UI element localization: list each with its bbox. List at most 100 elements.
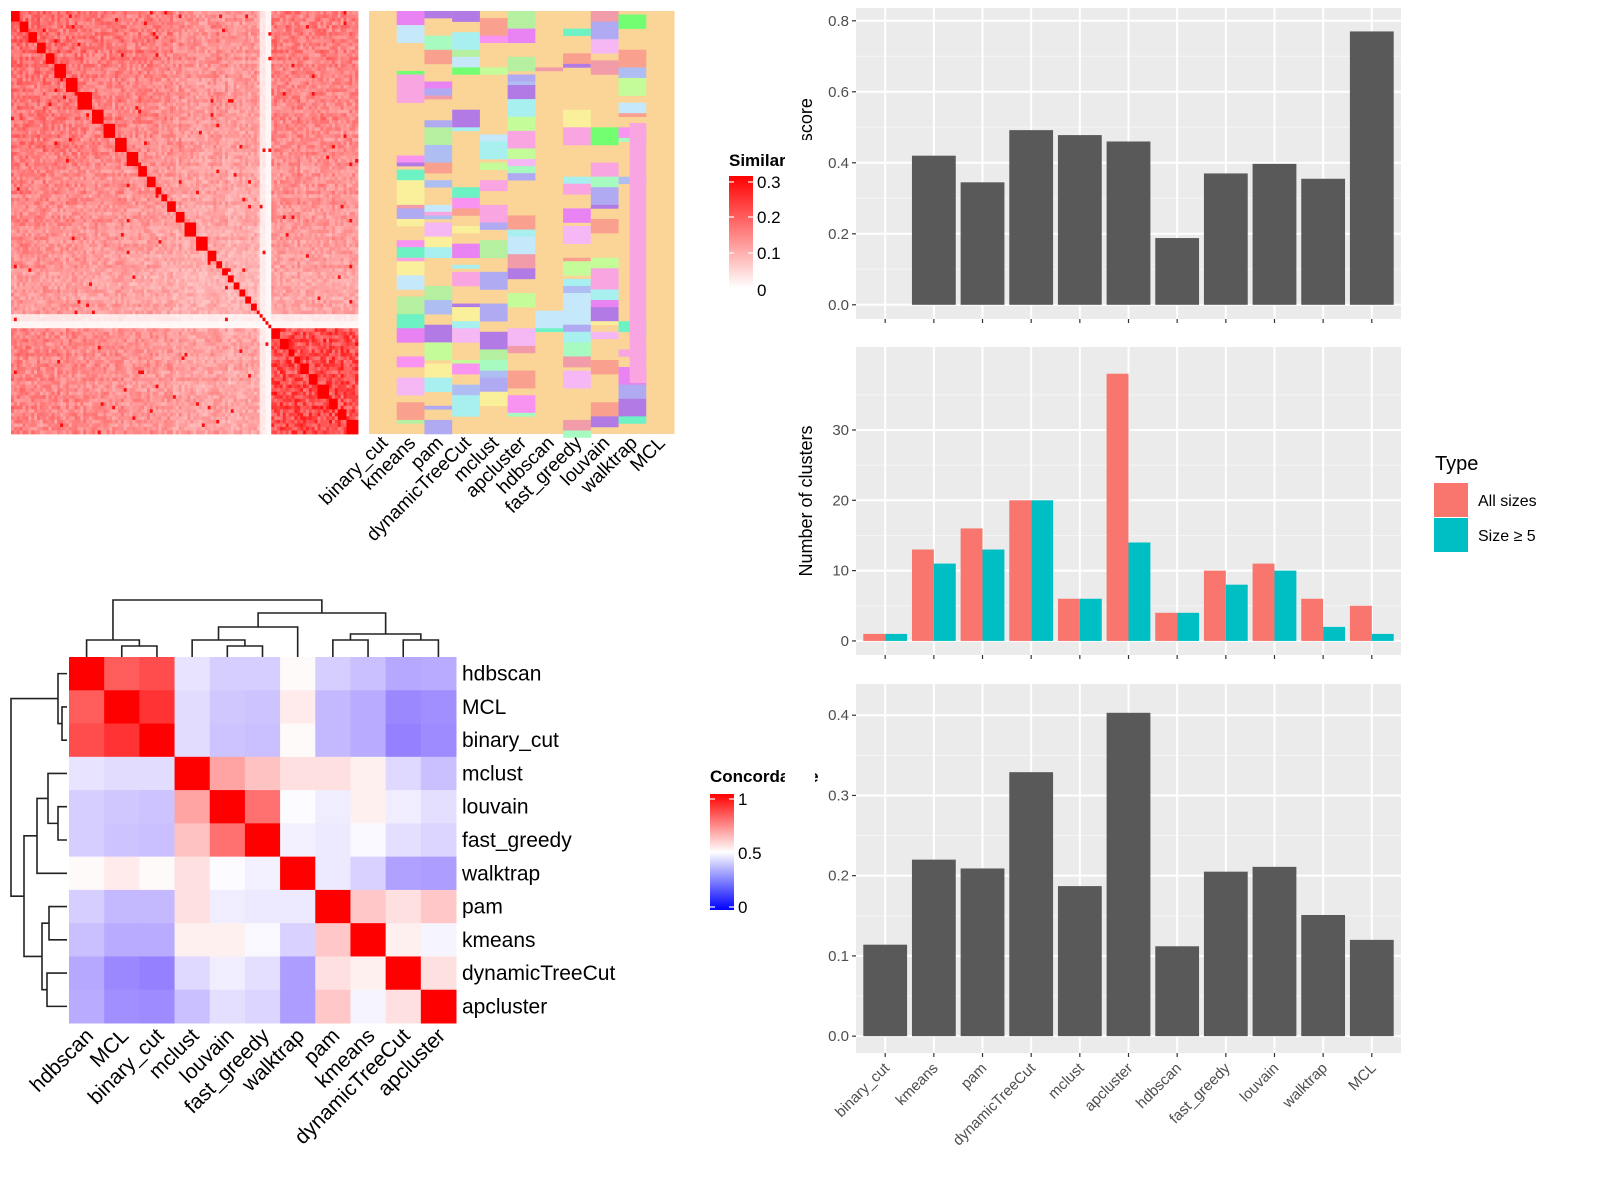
similarity-cell xyxy=(97,70,102,75)
similarity-cell xyxy=(184,152,188,156)
similarity-cell xyxy=(129,35,133,40)
similarity-cell xyxy=(334,81,339,86)
similarity-cell xyxy=(135,53,139,58)
similarity-cell xyxy=(109,32,113,37)
similarity-cell xyxy=(294,56,298,61)
similarity-cell xyxy=(219,11,223,15)
similarity-cell xyxy=(181,74,185,79)
similarity-cell xyxy=(34,28,38,33)
similarity-cell xyxy=(132,144,136,149)
similarity-cell xyxy=(19,49,23,54)
similarity-cell xyxy=(48,35,52,40)
similarity-cell xyxy=(352,102,356,107)
similarity-cell xyxy=(285,53,289,58)
similarity-cell xyxy=(115,127,119,132)
similarity-cell xyxy=(230,67,235,72)
similarity-cell xyxy=(178,148,183,153)
similarity-cell xyxy=(242,144,246,149)
similarity-cell xyxy=(167,99,171,104)
similarity-cell xyxy=(74,109,78,114)
similarity-cell xyxy=(22,42,26,47)
similarity-cell xyxy=(34,155,38,160)
similarity-cell xyxy=(42,141,47,146)
similarity-cell xyxy=(106,120,110,125)
similarity-cell xyxy=(352,35,356,40)
similarity-cell xyxy=(126,152,130,156)
similarity-cell xyxy=(94,77,99,82)
similarity-cell xyxy=(297,32,301,37)
similarity-cell xyxy=(109,127,113,132)
similarity-cell xyxy=(11,81,15,86)
similarity-cell xyxy=(100,130,104,135)
similarity-cell xyxy=(279,113,284,118)
similarity-cell xyxy=(320,18,324,22)
similarity-cell xyxy=(120,85,125,89)
similarity-cell xyxy=(86,18,90,22)
similarity-cell xyxy=(196,137,200,142)
similarity-cell xyxy=(317,134,321,139)
similarity-cell xyxy=(54,127,58,132)
similarity-cell xyxy=(65,134,70,139)
similarity-cell xyxy=(279,152,284,156)
similarity-cell xyxy=(135,148,139,153)
similarity-cell xyxy=(158,42,162,47)
similarity-cell xyxy=(117,81,122,86)
similarity-cell xyxy=(178,49,183,54)
similarity-cell xyxy=(207,148,211,153)
similarity-cell xyxy=(196,116,200,121)
similarity-cell xyxy=(112,46,116,51)
similarity-cell xyxy=(314,53,318,58)
similarity-cell xyxy=(120,155,125,160)
similarity-cell xyxy=(28,137,32,142)
similarity-cell xyxy=(144,106,148,111)
similarity-cell xyxy=(120,95,125,100)
similarity-cell xyxy=(213,148,217,153)
similarity-cell xyxy=(343,35,347,40)
similarity-cell xyxy=(51,106,55,111)
similarity-cell xyxy=(262,74,266,79)
similarity-cell xyxy=(245,95,249,100)
similarity-cell xyxy=(308,53,313,58)
similarity-cell xyxy=(337,46,342,51)
similarity-cell xyxy=(123,60,128,65)
similarity-cell xyxy=(193,67,197,72)
similarity-cell xyxy=(305,85,310,89)
similarity-cell xyxy=(60,14,64,19)
similarity-cell xyxy=(219,127,223,132)
similarity-cell xyxy=(297,49,301,54)
similarity-cell xyxy=(305,81,310,86)
similarity-cell xyxy=(65,152,70,156)
similarity-cell xyxy=(331,113,336,118)
similarity-cell xyxy=(259,99,263,104)
similarity-cell xyxy=(158,95,162,100)
similarity-cell xyxy=(282,134,287,139)
similarity-cell xyxy=(63,102,67,107)
similarity-cell xyxy=(331,85,336,89)
similarity-cell xyxy=(103,60,107,65)
similarity-cell xyxy=(305,67,310,72)
similarity-cell xyxy=(329,42,333,47)
similarity-cell xyxy=(94,116,99,121)
similarity-cell xyxy=(277,120,281,125)
similarity-cell xyxy=(239,81,243,86)
similarity-cell xyxy=(227,123,232,128)
similarity-cell xyxy=(300,18,304,22)
similarity-cell xyxy=(282,148,287,153)
similarity-cell xyxy=(68,60,73,65)
similarity-cell xyxy=(271,99,275,104)
similarity-cell xyxy=(317,67,321,72)
similarity-cell xyxy=(224,81,229,86)
similarity-cell xyxy=(204,11,209,15)
similarity-cell xyxy=(346,32,350,37)
similarity-cell xyxy=(184,120,188,125)
similarity-cell xyxy=(117,46,122,51)
similarity-cell xyxy=(314,81,318,86)
similarity-cell xyxy=(314,67,318,72)
similarity-cell xyxy=(326,46,330,51)
similarity-cell xyxy=(245,25,249,30)
similarity-cell xyxy=(158,35,162,40)
similarity-cell xyxy=(282,18,287,22)
similarity-cell xyxy=(89,130,93,135)
similarity-cell xyxy=(89,116,93,121)
similarity-cell xyxy=(31,141,35,146)
